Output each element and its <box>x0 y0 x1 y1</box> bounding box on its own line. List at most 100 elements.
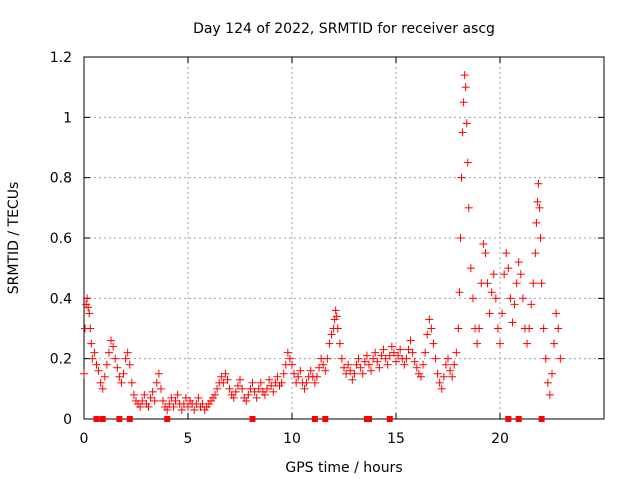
data-point <box>331 306 340 315</box>
data-point <box>267 381 276 390</box>
data-point <box>406 336 415 345</box>
data-point <box>435 378 444 387</box>
data-point <box>152 378 161 387</box>
data-point <box>504 264 513 273</box>
data-point <box>510 300 519 309</box>
data-point <box>346 366 355 375</box>
data-point <box>177 405 186 414</box>
data-point <box>302 378 311 387</box>
data-point <box>300 384 309 393</box>
gap-marker <box>322 416 329 422</box>
data-point <box>493 324 502 333</box>
data-point <box>394 351 403 360</box>
data-point <box>159 396 168 405</box>
data-point <box>148 387 157 396</box>
data-point <box>516 270 525 279</box>
y-tick-label: 1 <box>63 110 72 126</box>
data-point <box>535 203 544 212</box>
data-point <box>285 354 294 363</box>
data-point <box>98 384 107 393</box>
data-point <box>121 354 130 363</box>
chart-title: Day 124 of 2022, SRMTID for receiver asc… <box>193 21 495 37</box>
gap-marker <box>311 416 318 422</box>
gap-markers <box>93 416 545 422</box>
data-point <box>269 387 278 396</box>
data-point <box>354 354 363 363</box>
data-point <box>419 360 428 369</box>
data-point <box>312 372 321 381</box>
data-point <box>127 378 136 387</box>
data-point <box>400 360 409 369</box>
gap-marker <box>365 416 372 422</box>
data-point <box>425 315 434 324</box>
data-point <box>323 354 332 363</box>
data-point <box>379 345 388 354</box>
data-point <box>531 249 540 258</box>
data-point <box>325 339 334 348</box>
data-point <box>527 300 536 309</box>
data-point <box>458 128 467 137</box>
data-point <box>123 348 132 357</box>
data-point <box>483 279 492 288</box>
data-point <box>111 354 120 363</box>
data-point <box>383 360 392 369</box>
data-point <box>377 351 386 360</box>
data-point <box>88 354 97 363</box>
y-tick-label: 0.8 <box>50 171 72 187</box>
data-point <box>475 324 484 333</box>
data-point <box>154 369 163 378</box>
data-point <box>352 360 361 369</box>
data-point <box>167 393 176 402</box>
data-point <box>146 393 155 402</box>
data-point <box>450 360 459 369</box>
data-point <box>115 372 124 381</box>
data-point <box>279 369 288 378</box>
data-point <box>194 393 203 402</box>
data-point <box>150 396 159 405</box>
data-point <box>402 354 411 363</box>
data-point <box>358 369 367 378</box>
data-point <box>248 378 257 387</box>
data-point <box>87 339 96 348</box>
data-point <box>523 339 532 348</box>
data-point <box>412 363 421 372</box>
data-point <box>90 348 99 357</box>
data-point <box>294 372 303 381</box>
data-point <box>381 354 390 363</box>
data-point <box>250 387 259 396</box>
data-point <box>427 324 436 333</box>
data-point <box>342 369 351 378</box>
data-point <box>498 309 507 318</box>
x-axis-label: GPS time / hours <box>285 460 402 476</box>
gap-marker <box>99 416 106 422</box>
data-point <box>375 363 384 372</box>
data-point <box>310 378 319 387</box>
y-tick-label: 0 <box>63 412 72 428</box>
data-point <box>533 197 542 206</box>
x-tick-label: 20 <box>491 431 509 447</box>
data-point <box>213 384 222 393</box>
x-tick-label: 10 <box>283 431 301 447</box>
data-point <box>489 270 498 279</box>
data-point <box>129 390 138 399</box>
data-point <box>496 339 504 348</box>
y-axis-label: SRMTID / TECUs <box>6 182 22 295</box>
data-point <box>543 378 552 387</box>
data-point <box>514 258 523 267</box>
data-point <box>462 119 471 128</box>
data-point <box>233 381 242 390</box>
data-point <box>260 390 269 399</box>
data-point <box>423 330 432 339</box>
gap-marker <box>515 416 522 422</box>
data-point <box>340 363 348 372</box>
gap-marker <box>505 416 512 422</box>
data-point <box>459 98 468 107</box>
data-point <box>396 345 405 354</box>
ticks-layer: 0 0.2 0.4 0.6 0.8 1 1.2 0 5 10 15 20 <box>50 50 604 447</box>
data-point <box>539 324 548 333</box>
data-point <box>107 336 116 345</box>
data-point <box>173 390 182 399</box>
gap-marker <box>126 416 133 422</box>
data-point <box>190 405 199 414</box>
data-point <box>290 369 299 378</box>
